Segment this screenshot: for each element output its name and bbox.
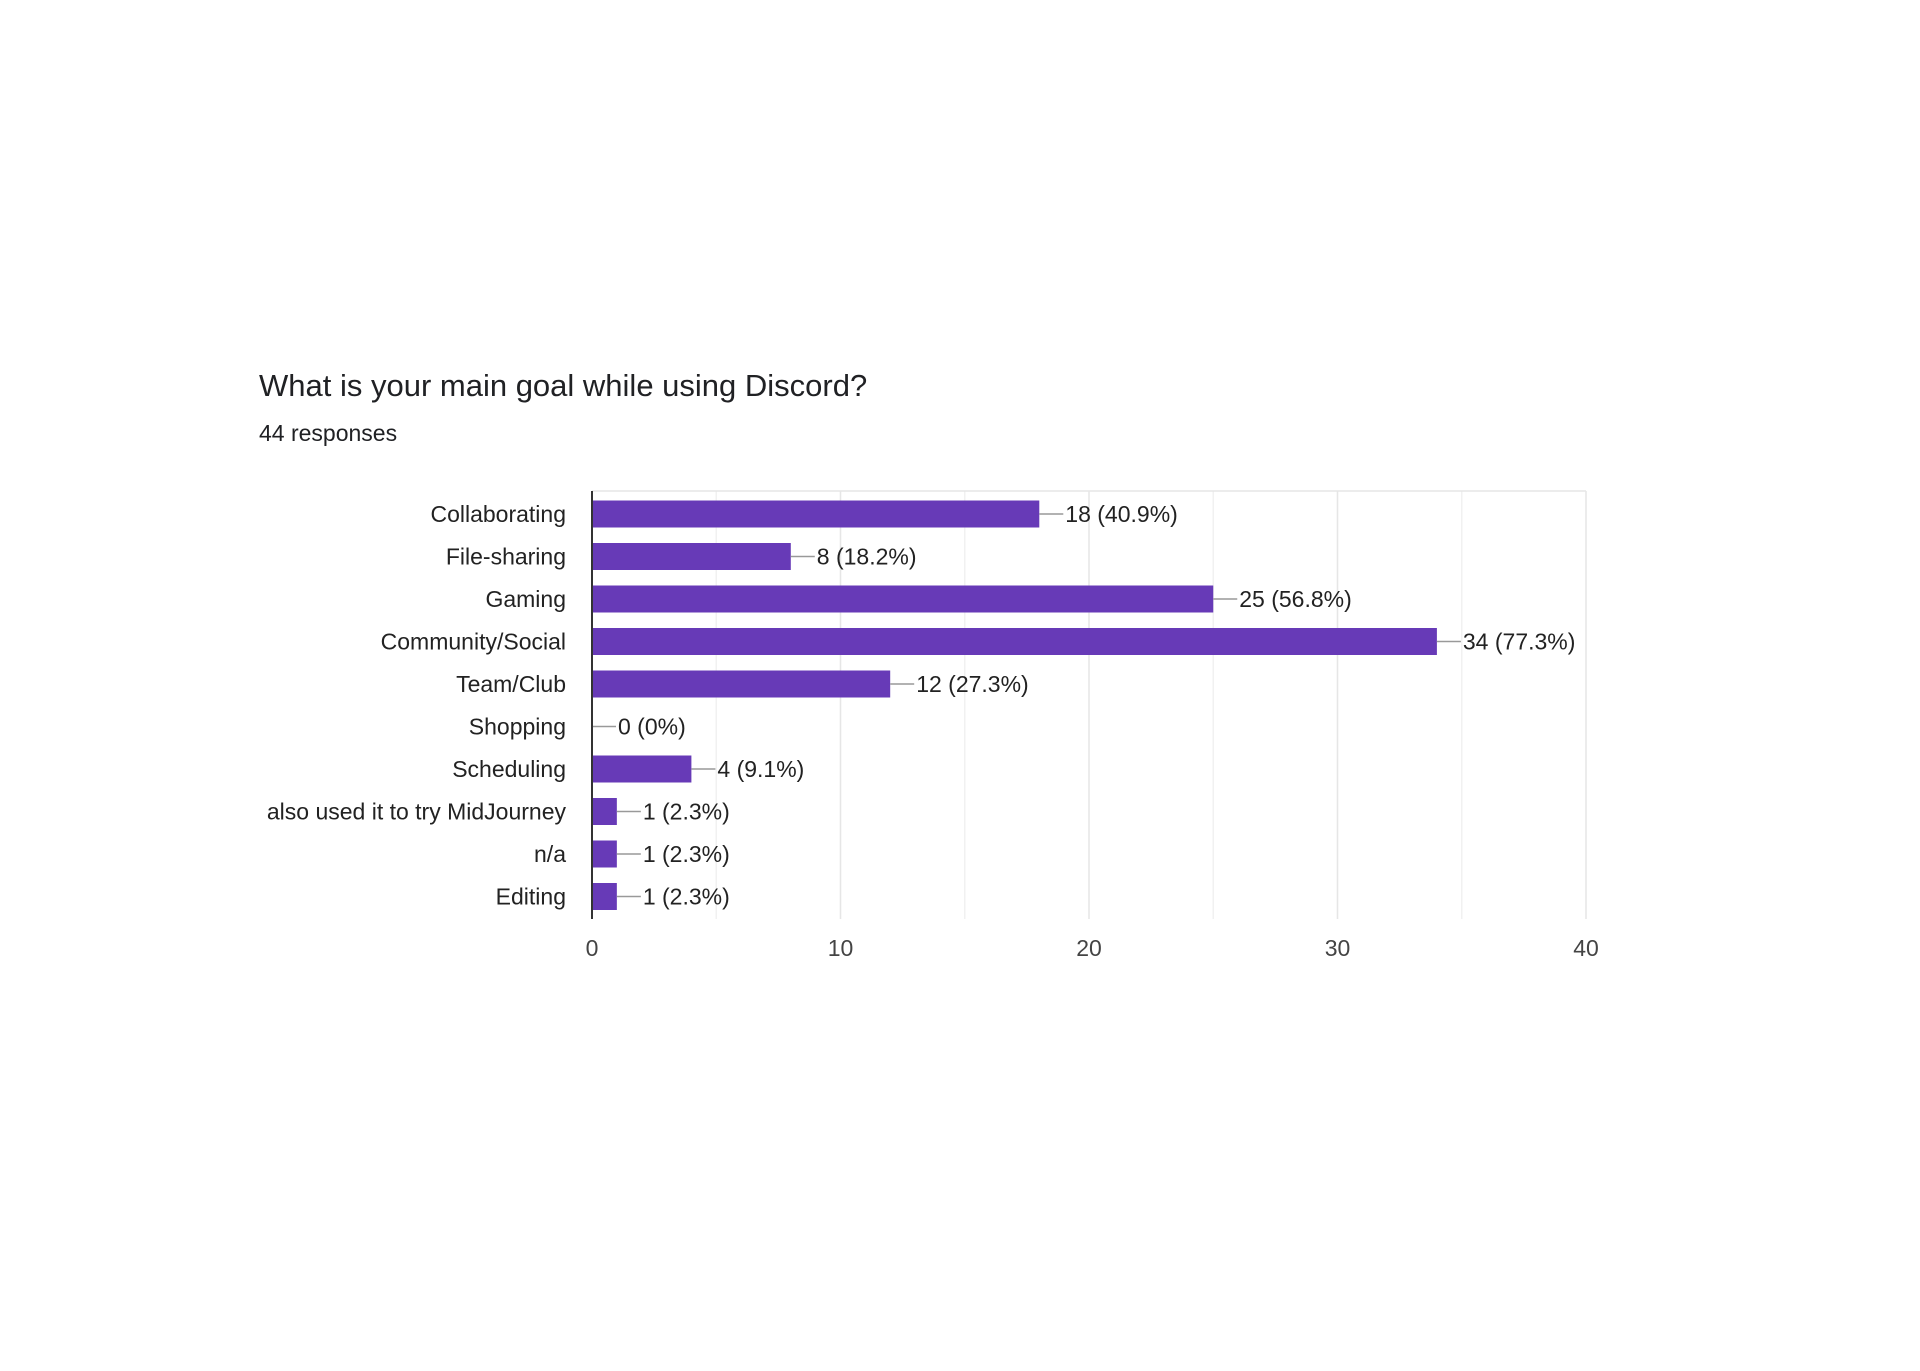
x-tick-label: 40	[1573, 935, 1599, 961]
x-tick-label: 0	[586, 935, 599, 961]
bar	[592, 798, 617, 825]
data-label: 8 (18.2%)	[817, 544, 917, 570]
category-label: n/a	[534, 841, 566, 867]
data-label: 25 (56.8%)	[1239, 586, 1352, 612]
category-label: Shopping	[469, 714, 566, 740]
data-label: 1 (2.3%)	[643, 884, 730, 910]
category-label: Community/Social	[381, 629, 566, 655]
category-label: File-sharing	[446, 544, 566, 570]
chart-title: What is your main goal while using Disco…	[259, 368, 868, 403]
bar	[592, 585, 1214, 613]
category-label: also used it to try MidJourney	[267, 799, 567, 825]
x-tick-label: 30	[1325, 935, 1351, 961]
response-count: 44 responses	[259, 420, 398, 446]
category-label: Collaborating	[430, 501, 566, 527]
data-label: 18 (40.9%)	[1065, 501, 1178, 527]
data-label: 12 (27.3%)	[916, 671, 1029, 697]
bar	[592, 755, 692, 783]
category-label: Scheduling	[452, 756, 566, 782]
category-label: Editing	[496, 884, 566, 910]
bar	[592, 628, 1437, 655]
bar	[592, 543, 791, 570]
x-tick-label: 10	[828, 935, 854, 961]
bar	[592, 840, 617, 868]
bar	[592, 670, 891, 698]
data-label: 1 (2.3%)	[643, 841, 730, 867]
bar	[592, 500, 1040, 528]
category-label: Gaming	[485, 586, 566, 612]
x-tick-label: 20	[1076, 935, 1102, 961]
data-label: 0 (0%)	[618, 714, 686, 740]
bar	[592, 883, 617, 910]
data-label: 4 (9.1%)	[717, 756, 804, 782]
data-label: 1 (2.3%)	[643, 799, 730, 825]
category-label: Team/Club	[456, 671, 566, 697]
data-label: 34 (77.3%)	[1463, 629, 1576, 655]
